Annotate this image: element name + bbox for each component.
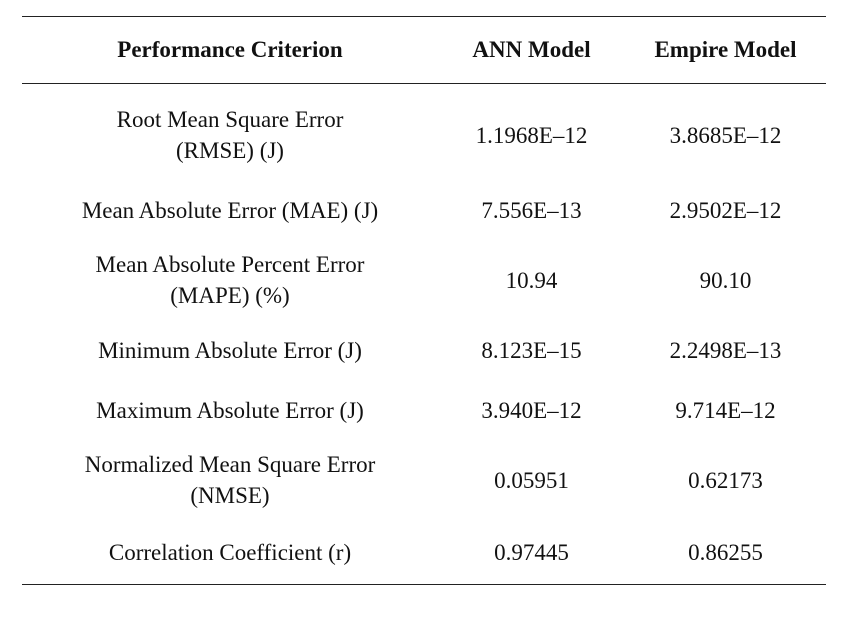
empire-value-cell: 0.86255 bbox=[688, 539, 763, 565]
table-row: Mean Absolute Error (MAE) (J) 7.556E–13 … bbox=[22, 180, 826, 240]
table-header-row: Performance Criterion ANN Model Empire M… bbox=[22, 16, 826, 84]
empire-value-cell: 9.714E–12 bbox=[675, 397, 776, 423]
criterion-label: Maximum Absolute Error (J) bbox=[96, 397, 364, 423]
criterion-label: Mean Absolute Percent Error (MAPE) (%) bbox=[95, 252, 365, 308]
empire-value-cell: 2.2498E–13 bbox=[669, 337, 782, 363]
table-row: Correlation Coefficient (r) 0.97445 0.86… bbox=[22, 520, 826, 585]
criterion-label: Minimum Absolute Error (J) bbox=[98, 337, 362, 363]
table-row: Root Mean Square Error (RMSE) (J) 1.1968… bbox=[22, 84, 826, 181]
criterion-label: Normalized Mean Square Error (NMSE) bbox=[84, 452, 376, 508]
table-row: Normalized Mean Square Error (NMSE) 0.05… bbox=[22, 440, 826, 520]
criterion-label: Correlation Coefficient (r) bbox=[108, 539, 352, 565]
ann-value-cell: 1.1968E–12 bbox=[475, 122, 588, 148]
ann-value-cell: 10.94 bbox=[505, 267, 558, 293]
empire-value-cell: 2.9502E–12 bbox=[669, 197, 782, 223]
criterion-cell: Minimum Absolute Error (J) bbox=[22, 320, 438, 380]
ann-value-cell: 8.123E–15 bbox=[481, 337, 582, 363]
ann-value-cell: 7.556E–13 bbox=[481, 197, 582, 223]
criterion-label: Root Mean Square Error (RMSE) (J) bbox=[116, 107, 344, 163]
criterion-cell: Root Mean Square Error (RMSE) (J) bbox=[22, 84, 438, 181]
performance-table: Performance Criterion ANN Model Empire M… bbox=[22, 16, 826, 585]
empire-value-cell: 3.8685E–12 bbox=[669, 122, 782, 148]
performance-table-container: Performance Criterion ANN Model Empire M… bbox=[22, 16, 826, 585]
table-row: Mean Absolute Percent Error (MAPE) (%) 1… bbox=[22, 240, 826, 320]
empire-value-cell: 0.62173 bbox=[688, 467, 763, 493]
criterion-cell: Mean Absolute Percent Error (MAPE) (%) bbox=[22, 240, 438, 320]
table-row: Minimum Absolute Error (J) 8.123E–15 2.2… bbox=[22, 320, 826, 380]
criterion-cell: Mean Absolute Error (MAE) (J) bbox=[22, 180, 438, 240]
header-empire-model: Empire Model bbox=[654, 37, 797, 62]
ann-value-cell: 0.05951 bbox=[494, 467, 569, 493]
empire-value-cell: 90.10 bbox=[699, 267, 752, 293]
table-row: Maximum Absolute Error (J) 3.940E–12 9.7… bbox=[22, 380, 826, 440]
ann-value-cell: 0.97445 bbox=[494, 539, 569, 565]
header-performance-criterion: Performance Criterion bbox=[117, 37, 343, 62]
criterion-cell: Maximum Absolute Error (J) bbox=[22, 380, 438, 440]
criterion-cell: Normalized Mean Square Error (NMSE) bbox=[22, 440, 438, 520]
criterion-cell: Correlation Coefficient (r) bbox=[22, 520, 438, 585]
ann-value-cell: 3.940E–12 bbox=[481, 397, 582, 423]
header-ann-model: ANN Model bbox=[472, 37, 591, 62]
criterion-label: Mean Absolute Error (MAE) (J) bbox=[81, 197, 379, 223]
